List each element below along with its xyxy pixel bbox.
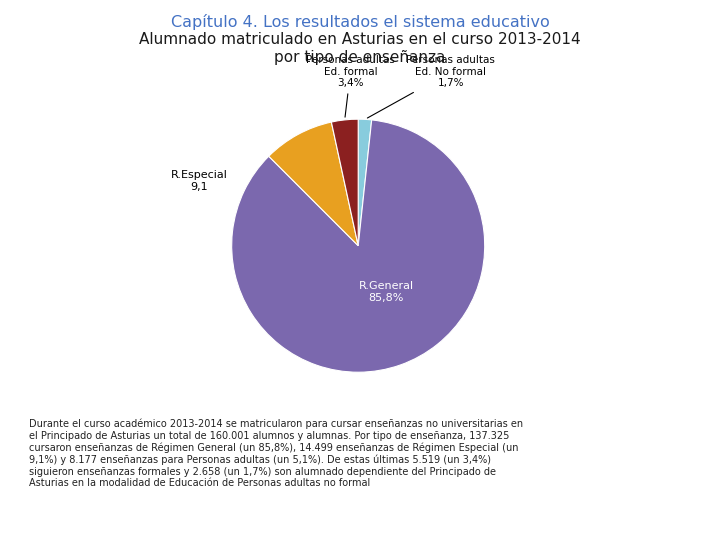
Text: Personas adultas
Ed. formal
3,4%: Personas adultas Ed. formal 3,4% xyxy=(306,55,395,117)
Text: Alumnado matriculado en Asturias en el curso 2013-2014
por tipo de enseñanza: Alumnado matriculado en Asturias en el c… xyxy=(139,32,581,65)
Wedge shape xyxy=(331,119,359,246)
Text: R.Especial
9,1: R.Especial 9,1 xyxy=(171,170,228,192)
Text: Durante el curso académico 2013-2014 se matricularon para cursar enseñanzas no u: Durante el curso académico 2013-2014 se … xyxy=(29,418,523,488)
Wedge shape xyxy=(232,120,485,372)
Text: Personas adultas
Ed. No formal
1,7%: Personas adultas Ed. No formal 1,7% xyxy=(367,55,495,118)
Wedge shape xyxy=(269,122,359,246)
Text: R.General
85,8%: R.General 85,8% xyxy=(359,281,413,303)
Wedge shape xyxy=(358,119,372,246)
Text: Capítulo 4. Los resultados el sistema educativo: Capítulo 4. Los resultados el sistema ed… xyxy=(171,14,549,30)
